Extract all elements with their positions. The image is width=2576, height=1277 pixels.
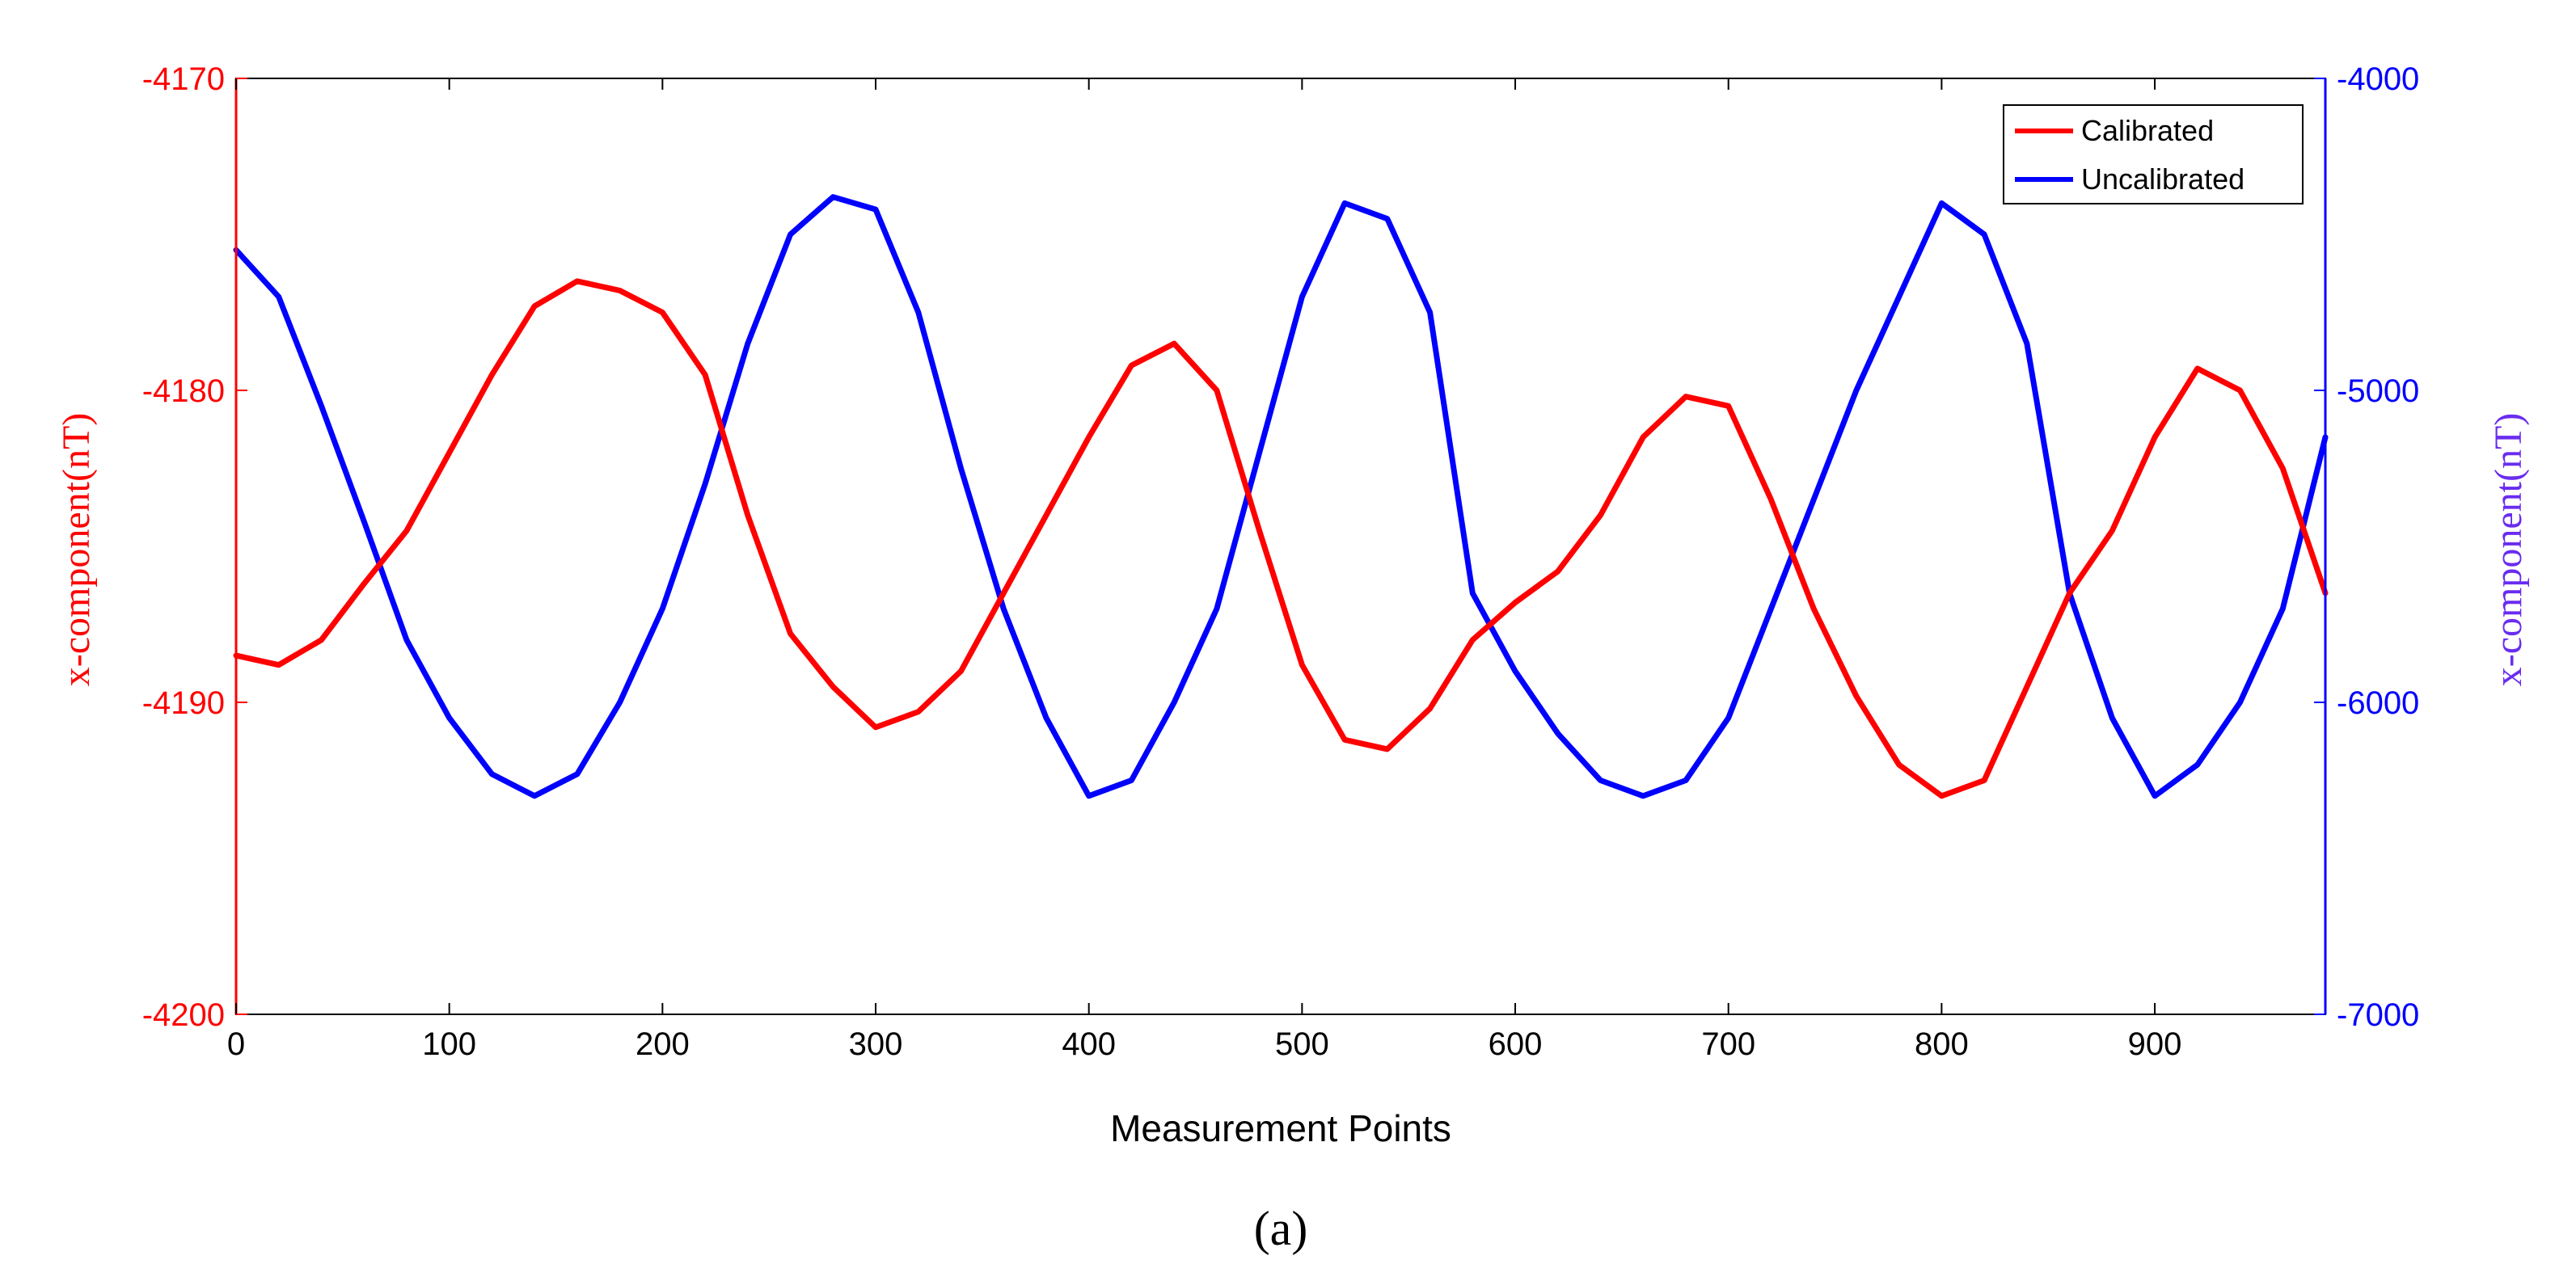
series-line-uncalibrated	[233, 194, 2329, 799]
right-y-tick-label: -4000	[2337, 61, 2419, 97]
x-tick-label: 400	[1062, 1026, 1116, 1062]
x-tick-label: 800	[1915, 1026, 1969, 1062]
left-y-tick-label: -4200	[142, 997, 225, 1033]
x-tick-label: 0	[227, 1026, 245, 1062]
x-tick-label: 900	[2128, 1026, 2182, 1062]
left-y-tick-label: -4170	[142, 61, 225, 97]
right-y-tick-label: -7000	[2337, 997, 2419, 1033]
left-y-axis-ticks: -4170 -4180 -4190 -4200	[142, 61, 247, 1033]
left-y-tick-label: -4180	[142, 373, 225, 409]
left-y-axis-label: x-component(nT)	[55, 413, 98, 687]
x-tick-label: 200	[636, 1026, 690, 1062]
x-tick-label: 700	[1701, 1026, 1755, 1062]
series-line-calibrated	[233, 278, 2329, 799]
right-y-axis-label: x-component(nT)	[2487, 413, 2530, 687]
x-tick-label: 600	[1489, 1026, 1543, 1062]
right-y-axis-ticks: -4000 -5000 -6000 -7000	[2314, 61, 2419, 1033]
legend: Calibrated Uncalibrated	[2003, 104, 2304, 204]
x-axis-ticks: 0 100 200 300 400 500 600 700 800 900	[227, 78, 2182, 1062]
x-tick-label: 100	[422, 1026, 476, 1062]
legend-label-uncalibrated: Uncalibrated	[2081, 162, 2244, 196]
legend-box	[2003, 104, 2304, 204]
x-tick-label: 500	[1275, 1026, 1329, 1062]
x-axis-label: Measurement Points	[1110, 1107, 1451, 1149]
panel-label: (a)	[1254, 1202, 1308, 1255]
legend-label-calibrated: Calibrated	[2081, 114, 2214, 147]
right-y-tick-label: -5000	[2337, 373, 2419, 409]
right-y-tick-label: -6000	[2337, 685, 2419, 721]
series-layer	[233, 194, 2329, 799]
x-tick-label: 300	[849, 1026, 903, 1062]
left-y-tick-label: -4190	[142, 685, 225, 721]
